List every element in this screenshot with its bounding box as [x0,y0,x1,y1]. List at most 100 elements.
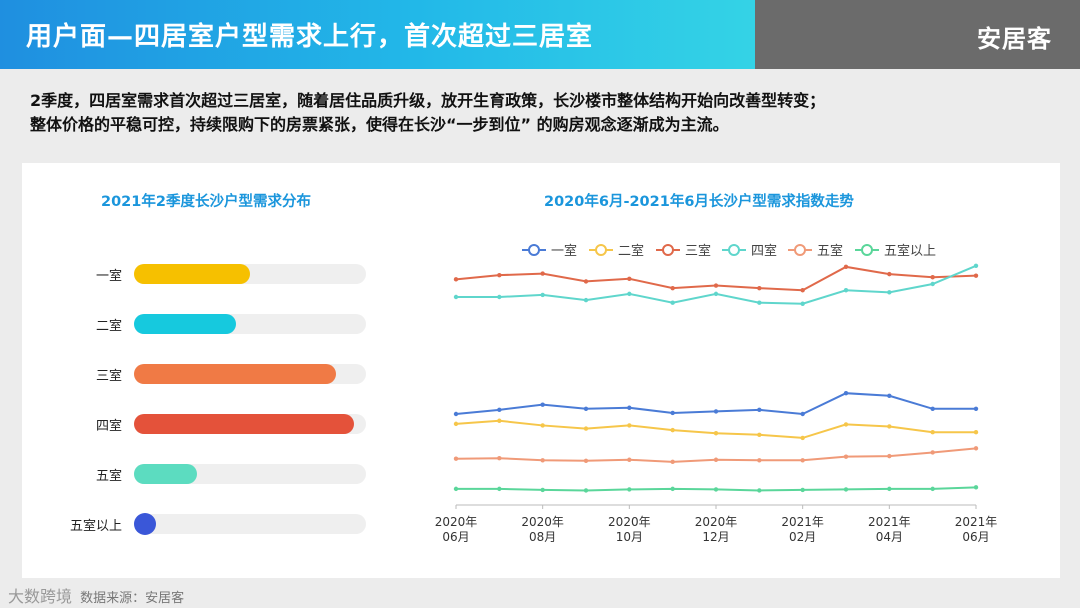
x-tick-label-month: 06月 [442,530,469,544]
data-point [713,291,719,297]
legend-marker [528,244,540,256]
data-point [453,486,459,492]
bar-track [134,464,366,484]
bar [134,314,237,334]
bar-track [134,414,366,434]
data-point [453,411,459,417]
data-point [540,487,545,493]
data-point [843,422,849,427]
legend-marker [861,244,873,256]
legend-label: 一室 [551,243,577,259]
bar-track [134,264,366,284]
data-point [930,486,935,492]
data-point [930,450,935,455]
footer: 大数跨境 数据来源：安居客 [8,583,184,607]
bar-chart-title: 2021年2季度长沙户型需求分布 [101,194,311,210]
legend-label: 四室 [751,243,777,259]
source-note: 数据来源：安居客 [80,591,185,606]
bar-track [134,513,366,535]
data-point [627,423,632,428]
data-point [930,406,935,411]
data-point [670,410,675,416]
bar-label: 五室 [95,469,122,484]
charts-panel: 2021年2季度长沙户型需求分布 一室 二室 三室 四室 五室 五室以上 2020年6月-… [22,163,1060,578]
x-tick-label-month: 12月 [702,530,729,544]
x-tick-label-year: 2021年 [868,515,911,529]
legend-label: 二室 [618,243,644,259]
data-point [453,421,459,427]
watermark: 大数跨境 [8,587,73,606]
data-point [627,405,632,410]
x-tick-label-year: 2020年 [521,515,564,529]
x-tick-label-month: 08月 [529,530,556,544]
bar [134,414,355,434]
data-point [757,407,762,413]
x-tick-label-month: 10月 [616,530,643,544]
data-point [757,432,762,437]
data-point [800,458,805,463]
data-point [887,271,892,277]
data-point [930,275,935,280]
data-point [627,457,632,462]
x-tick-label-year: 2021年 [955,515,998,529]
data-point [583,297,589,303]
data-point [453,294,459,300]
data-point [713,409,719,414]
data-point [800,301,805,306]
data-point [887,453,892,459]
x-tick-label-year: 2020年 [435,515,478,529]
data-point [800,435,805,441]
data-point [887,486,892,492]
bar-label: 二室 [95,319,122,334]
data-point [540,423,545,428]
legend-marker [728,244,740,256]
bar-label: 三室 [95,369,122,384]
data-point [497,294,502,300]
data-point [843,454,849,459]
data-point [800,487,805,493]
brand-bar: 安居客 [755,0,1080,69]
data-point [973,273,979,278]
data-point [973,263,979,268]
legend-marker [595,244,607,256]
data-point [843,487,849,492]
data-point [583,279,589,284]
data-point [887,424,892,429]
line-chart-title: 2020年6月-2021年6月长沙户型需求指数走势 [544,194,854,210]
data-point [757,458,762,463]
x-tick-label-year: 2020年 [695,515,738,529]
data-point [670,285,675,291]
intro-line-2: 整体价格的平稳可控，持续限购下的房票紧张，使得在长沙“一步到位” 的购房观念逐渐… [30,115,729,134]
data-point [800,411,805,417]
legend-marker [794,244,806,256]
data-point [497,407,502,413]
data-point [497,486,502,492]
data-point [670,427,675,433]
data-point [583,458,589,463]
data-point [973,430,979,435]
intro-text: 2季度，四居室需求首次超过三居室，随着居住品质升级，放开生育政策，长沙楼市整体结… [30,89,1060,137]
bar-label: 一室 [95,269,122,284]
data-point [627,276,632,281]
bar-track [134,364,366,384]
data-point [627,487,632,492]
legend-label: 五室以上 [884,243,936,259]
data-point [627,291,632,297]
bar-track [134,314,366,334]
data-point [453,277,459,282]
x-tick-label-year: 2020年 [608,515,651,529]
x-tick-label-month: 04月 [876,530,903,544]
bar [134,513,156,535]
data-point [453,456,459,461]
data-point [930,430,935,435]
intro-line-1: 2季度，四居室需求首次超过三居室，随着居住品质升级，放开生育政策，长沙楼市整体结… [30,91,826,110]
brand-logo: 安居客 [977,25,1052,53]
data-point [973,446,979,451]
data-point [583,426,589,431]
page-title: 用户面—四居室户型需求上行，首次超过三居室 [26,22,594,52]
data-point [540,292,545,298]
data-point [930,281,935,287]
legend-label: 三室 [685,243,711,259]
data-point [540,271,545,276]
x-tick-label-month: 06月 [962,530,989,544]
